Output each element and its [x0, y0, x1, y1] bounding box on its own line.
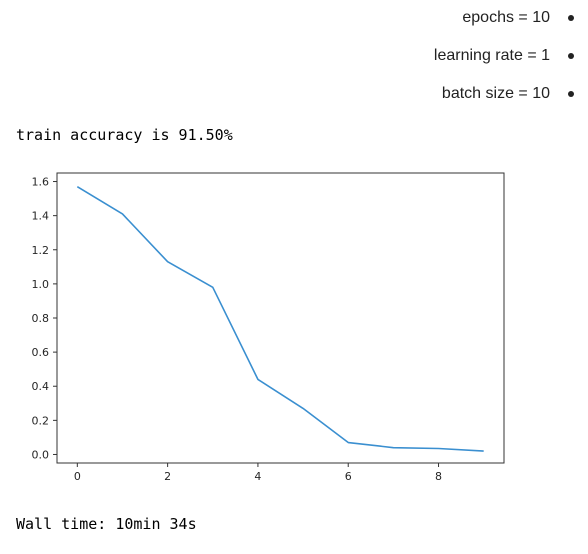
- y-tick-label: 0.6: [32, 346, 50, 359]
- y-tick-label: 0.4: [32, 380, 50, 393]
- y-tick-label: 1.6: [32, 176, 50, 189]
- y-tick-label: 1.2: [32, 244, 50, 257]
- bullet-icon: [568, 15, 574, 21]
- wall-time-output: Wall time: 10min 34s: [16, 515, 197, 533]
- x-tick-label: 6: [345, 470, 352, 483]
- series-line: [76, 185, 484, 452]
- hyperparameter-batch-size: batch size = 10: [441, 85, 550, 102]
- y-tick-label: 1.0: [32, 278, 50, 291]
- bullet-icon: [568, 53, 574, 59]
- bullet-icon: [568, 91, 574, 97]
- x-tick-label: 4: [254, 470, 261, 483]
- y-tick-label: 1.4: [32, 210, 50, 223]
- y-tick-label: 0.0: [32, 448, 50, 461]
- y-tick-label: 0.2: [32, 414, 50, 427]
- x-tick-label: 2: [164, 470, 171, 483]
- loss-line-chart: 0.0 0.2 0.4 0.6 0.8 1.0 1.2 1.4 1.6 0 2 4 6 8: [32, 172, 505, 483]
- hyperparameter-epochs: epochs = 10: [462, 9, 550, 26]
- train-accuracy-output: train accuracy is 91.50%: [16, 126, 233, 144]
- plot-area: 0.0 0.2 0.4 0.6 0.8 1.0 1.2 1.4 1.6 0 2 4 6 8: [32, 172, 505, 483]
- hyperparameter-learning-rate: learning rate = 1: [433, 47, 550, 64]
- list-item: learning rate = 1: [434, 44, 574, 68]
- list-item: epochs = 10: [462, 6, 574, 30]
- list-item: batch size = 10: [442, 82, 574, 106]
- y-tick-label: 0.8: [32, 312, 50, 325]
- x-tick-label: 8: [435, 470, 442, 483]
- x-tick-label: 0: [74, 470, 81, 483]
